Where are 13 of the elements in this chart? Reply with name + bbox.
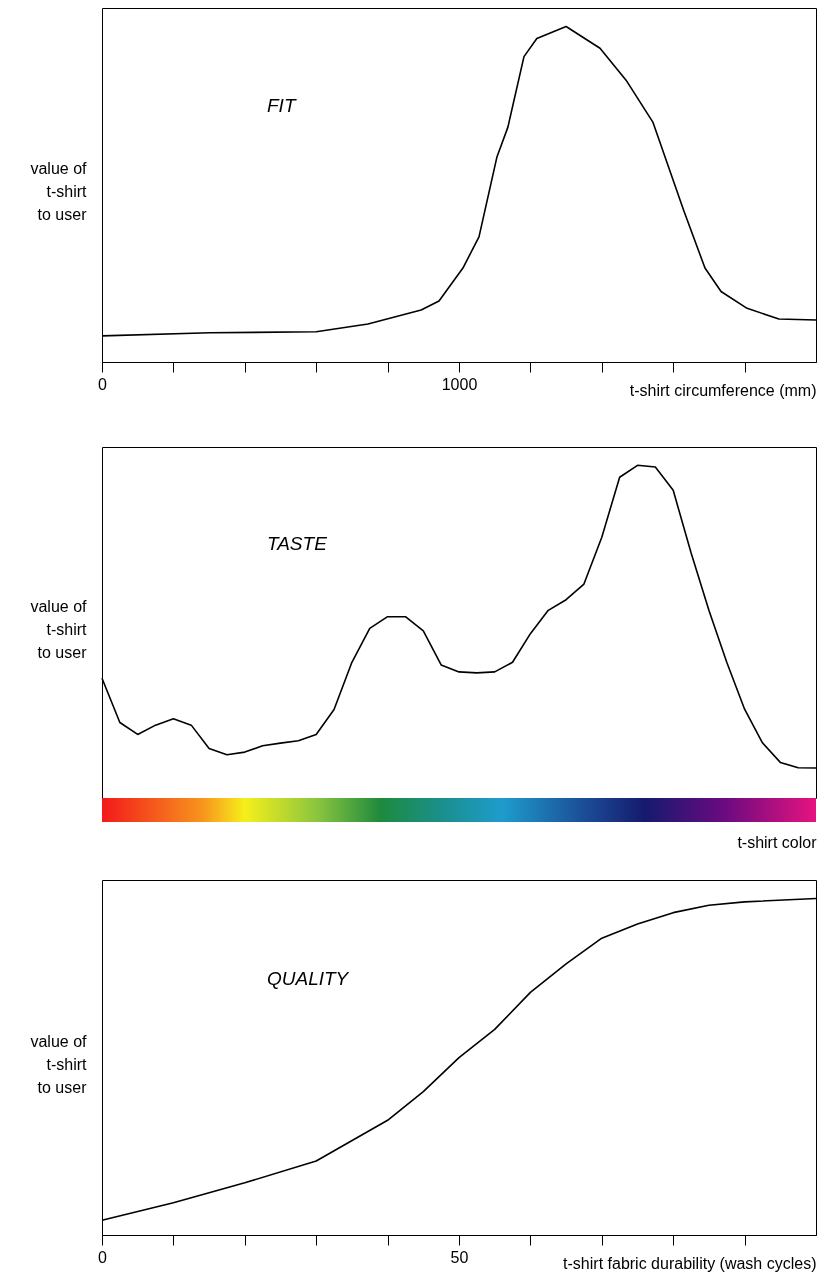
x-axis-title: t-shirt color — [737, 833, 818, 851]
y-axis-title: value of t-shirt to user — [30, 1032, 88, 1096]
x-axis-title: t-shirt circumference (mm) — [629, 381, 817, 399]
text: TASTE — [267, 533, 328, 554]
text: QUALITY — [267, 968, 350, 989]
x-axis-title: t-shirt fabric durability (wash cycles) — [563, 1254, 817, 1272]
x-tick-label: 0 — [98, 375, 108, 393]
text: FIT — [267, 95, 297, 116]
y-axis-title: value of t-shirt to user — [30, 159, 88, 223]
x-tick-label: 1000 — [441, 375, 478, 393]
y-axis-title: value of t-shirt to user — [30, 597, 88, 661]
x-tick-label: 50 — [450, 1248, 469, 1266]
x-tick-label: 0 — [98, 1248, 108, 1266]
